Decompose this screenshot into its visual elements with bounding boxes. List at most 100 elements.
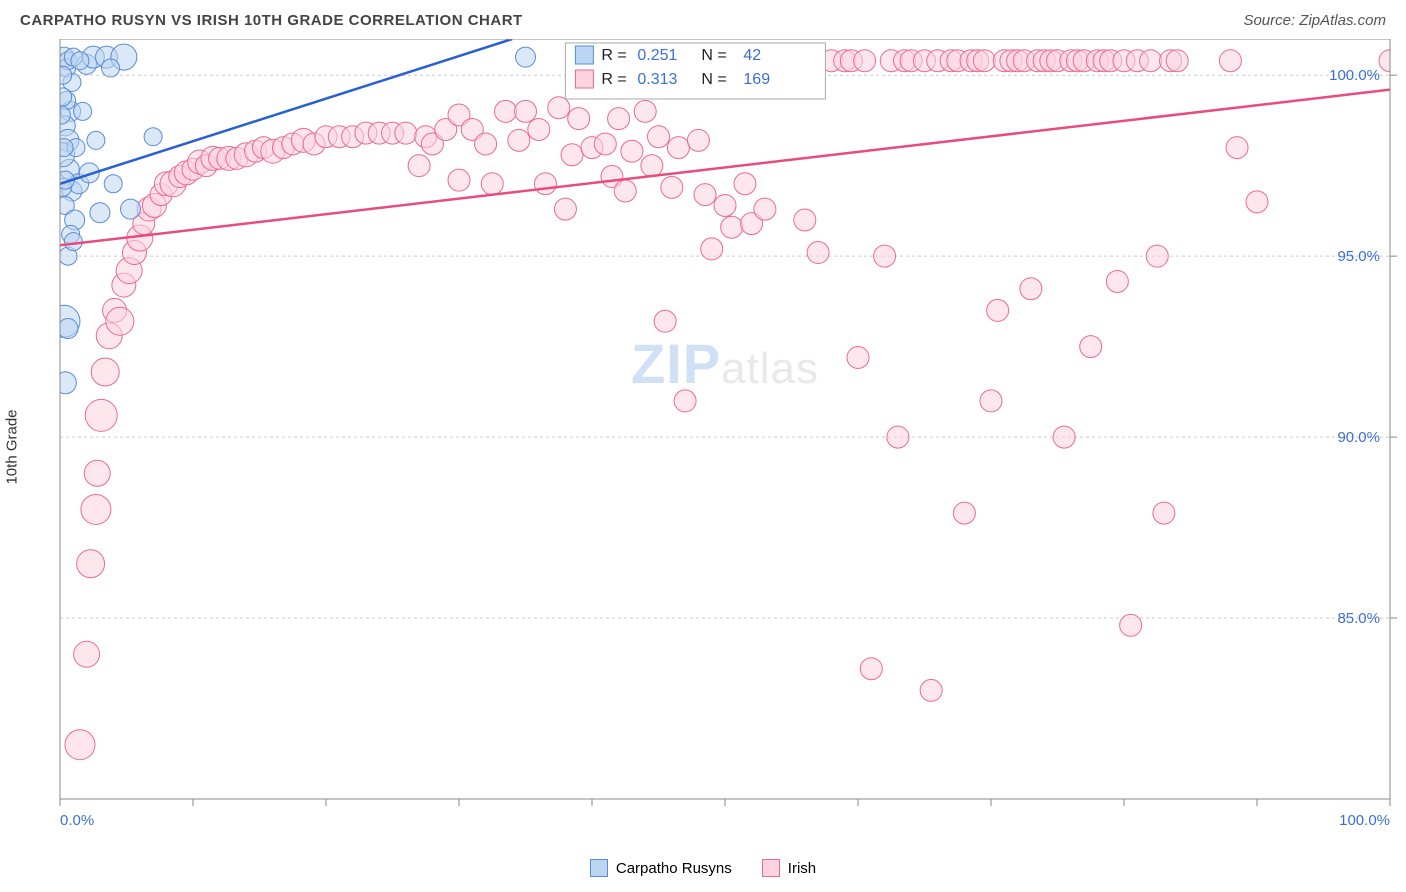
irish-point: [65, 730, 95, 760]
bottom-legend-item: Carpatho Rusyns: [590, 859, 732, 877]
irish-point: [674, 390, 696, 412]
legend-swatch: [575, 70, 593, 88]
irish-point: [667, 137, 689, 159]
irish-point: [77, 550, 105, 578]
irish-point: [528, 118, 550, 140]
bottom-legend-item: Irish: [762, 859, 816, 877]
y-axis-tick-label: 100.0%: [1329, 67, 1380, 84]
correlation-chart: ZIPatlas 0.0% 100.0% 85.0% 90.0% 95.0% 100.0% R…: [20, 39, 1406, 855]
irish-point: [1120, 614, 1142, 636]
carpatho-point: [87, 131, 105, 149]
irish-point: [734, 173, 756, 195]
carpatho-point: [64, 233, 82, 251]
irish-point: [654, 310, 676, 332]
irish-point: [714, 194, 736, 216]
irish-point: [74, 641, 100, 667]
irish-point: [561, 144, 583, 166]
irish-point: [794, 209, 816, 231]
irish-point: [694, 184, 716, 206]
irish-point: [721, 216, 743, 238]
watermark: ZIPatlas: [631, 332, 819, 395]
irish-point: [661, 176, 683, 198]
irish-point: [1020, 278, 1042, 300]
irish-point: [568, 108, 590, 130]
irish-point: [847, 346, 869, 368]
y-axis-tick-label: 95.0%: [1337, 248, 1380, 265]
irish-point: [594, 133, 616, 155]
legend-r-label: R =: [601, 47, 626, 64]
carpatho-point: [104, 175, 122, 193]
carpatho-point: [516, 47, 536, 67]
irish-point: [634, 100, 656, 122]
legend-n-value: 42: [743, 47, 761, 64]
irish-point: [554, 198, 576, 220]
y-axis-tick-label: 85.0%: [1337, 610, 1380, 627]
irish-point: [1080, 336, 1102, 358]
legend-n-label: N =: [701, 47, 726, 64]
carpatho-point: [74, 102, 92, 120]
irish-point: [754, 198, 776, 220]
legend-r-label: R =: [601, 71, 626, 88]
irish-point: [395, 122, 417, 144]
irish-point: [614, 180, 636, 202]
irish-point: [475, 133, 497, 155]
irish-point: [854, 50, 876, 72]
carpatho-point: [54, 88, 72, 106]
legend-r-value: 0.313: [637, 71, 677, 88]
carpatho-point: [144, 128, 162, 146]
y-axis-label: 10th Grade: [4, 409, 21, 484]
irish-point: [508, 129, 530, 151]
irish-point: [648, 126, 670, 148]
x-axis-tick-label: 100.0%: [1339, 812, 1390, 829]
irish-point: [1146, 245, 1168, 267]
irish-point: [1226, 137, 1248, 159]
irish-point: [106, 307, 134, 335]
irish-point: [973, 50, 995, 72]
carpatho-point: [55, 139, 73, 157]
carpatho-point: [90, 203, 110, 223]
irish-point: [980, 390, 1002, 412]
carpatho-point: [52, 106, 70, 124]
irish-point: [448, 169, 470, 191]
y-axis-tick-label: 90.0%: [1337, 429, 1380, 446]
irish-point: [621, 140, 643, 162]
legend-r-value: 0.251: [637, 47, 677, 64]
irish-point: [408, 155, 430, 177]
irish-point: [85, 399, 117, 431]
irish-point: [91, 358, 119, 386]
irish-point: [1106, 270, 1128, 292]
legend-swatch: [762, 859, 780, 877]
irish-point: [1153, 502, 1175, 524]
legend-label: Carpatho Rusyns: [616, 860, 732, 877]
chart-title: CARPATHO RUSYN VS IRISH 10TH GRADE CORRE…: [20, 12, 523, 29]
legend-label: Irish: [788, 860, 816, 877]
x-axis-tick-label: 0.0%: [60, 812, 94, 829]
carpatho-point: [120, 199, 140, 219]
chart-source: Source: ZipAtlas.com: [1243, 12, 1386, 29]
irish-point: [687, 129, 709, 151]
legend-n-value: 169: [743, 71, 770, 88]
irish-point: [81, 494, 111, 524]
irish-point: [701, 238, 723, 260]
irish-point: [987, 299, 1009, 321]
carpatho-point: [54, 66, 72, 84]
carpatho-point: [54, 372, 76, 394]
irish-point: [608, 108, 630, 130]
carpatho-point: [102, 59, 120, 77]
irish-point: [1140, 50, 1162, 72]
irish-point: [1219, 50, 1241, 72]
irish-point: [1166, 50, 1188, 72]
bottom-legend: Carpatho Rusyns Irish: [8, 859, 1398, 877]
irish-point: [641, 155, 663, 177]
irish-point: [860, 658, 882, 680]
legend-swatch: [590, 859, 608, 877]
carpatho-point: [71, 52, 89, 70]
irish-point: [874, 245, 896, 267]
irish-point: [1053, 426, 1075, 448]
irish-point: [953, 502, 975, 524]
irish-point: [887, 426, 909, 448]
irish-point: [807, 242, 829, 264]
irish-point: [495, 100, 517, 122]
irish-point: [1246, 191, 1268, 213]
irish-point: [515, 100, 537, 122]
